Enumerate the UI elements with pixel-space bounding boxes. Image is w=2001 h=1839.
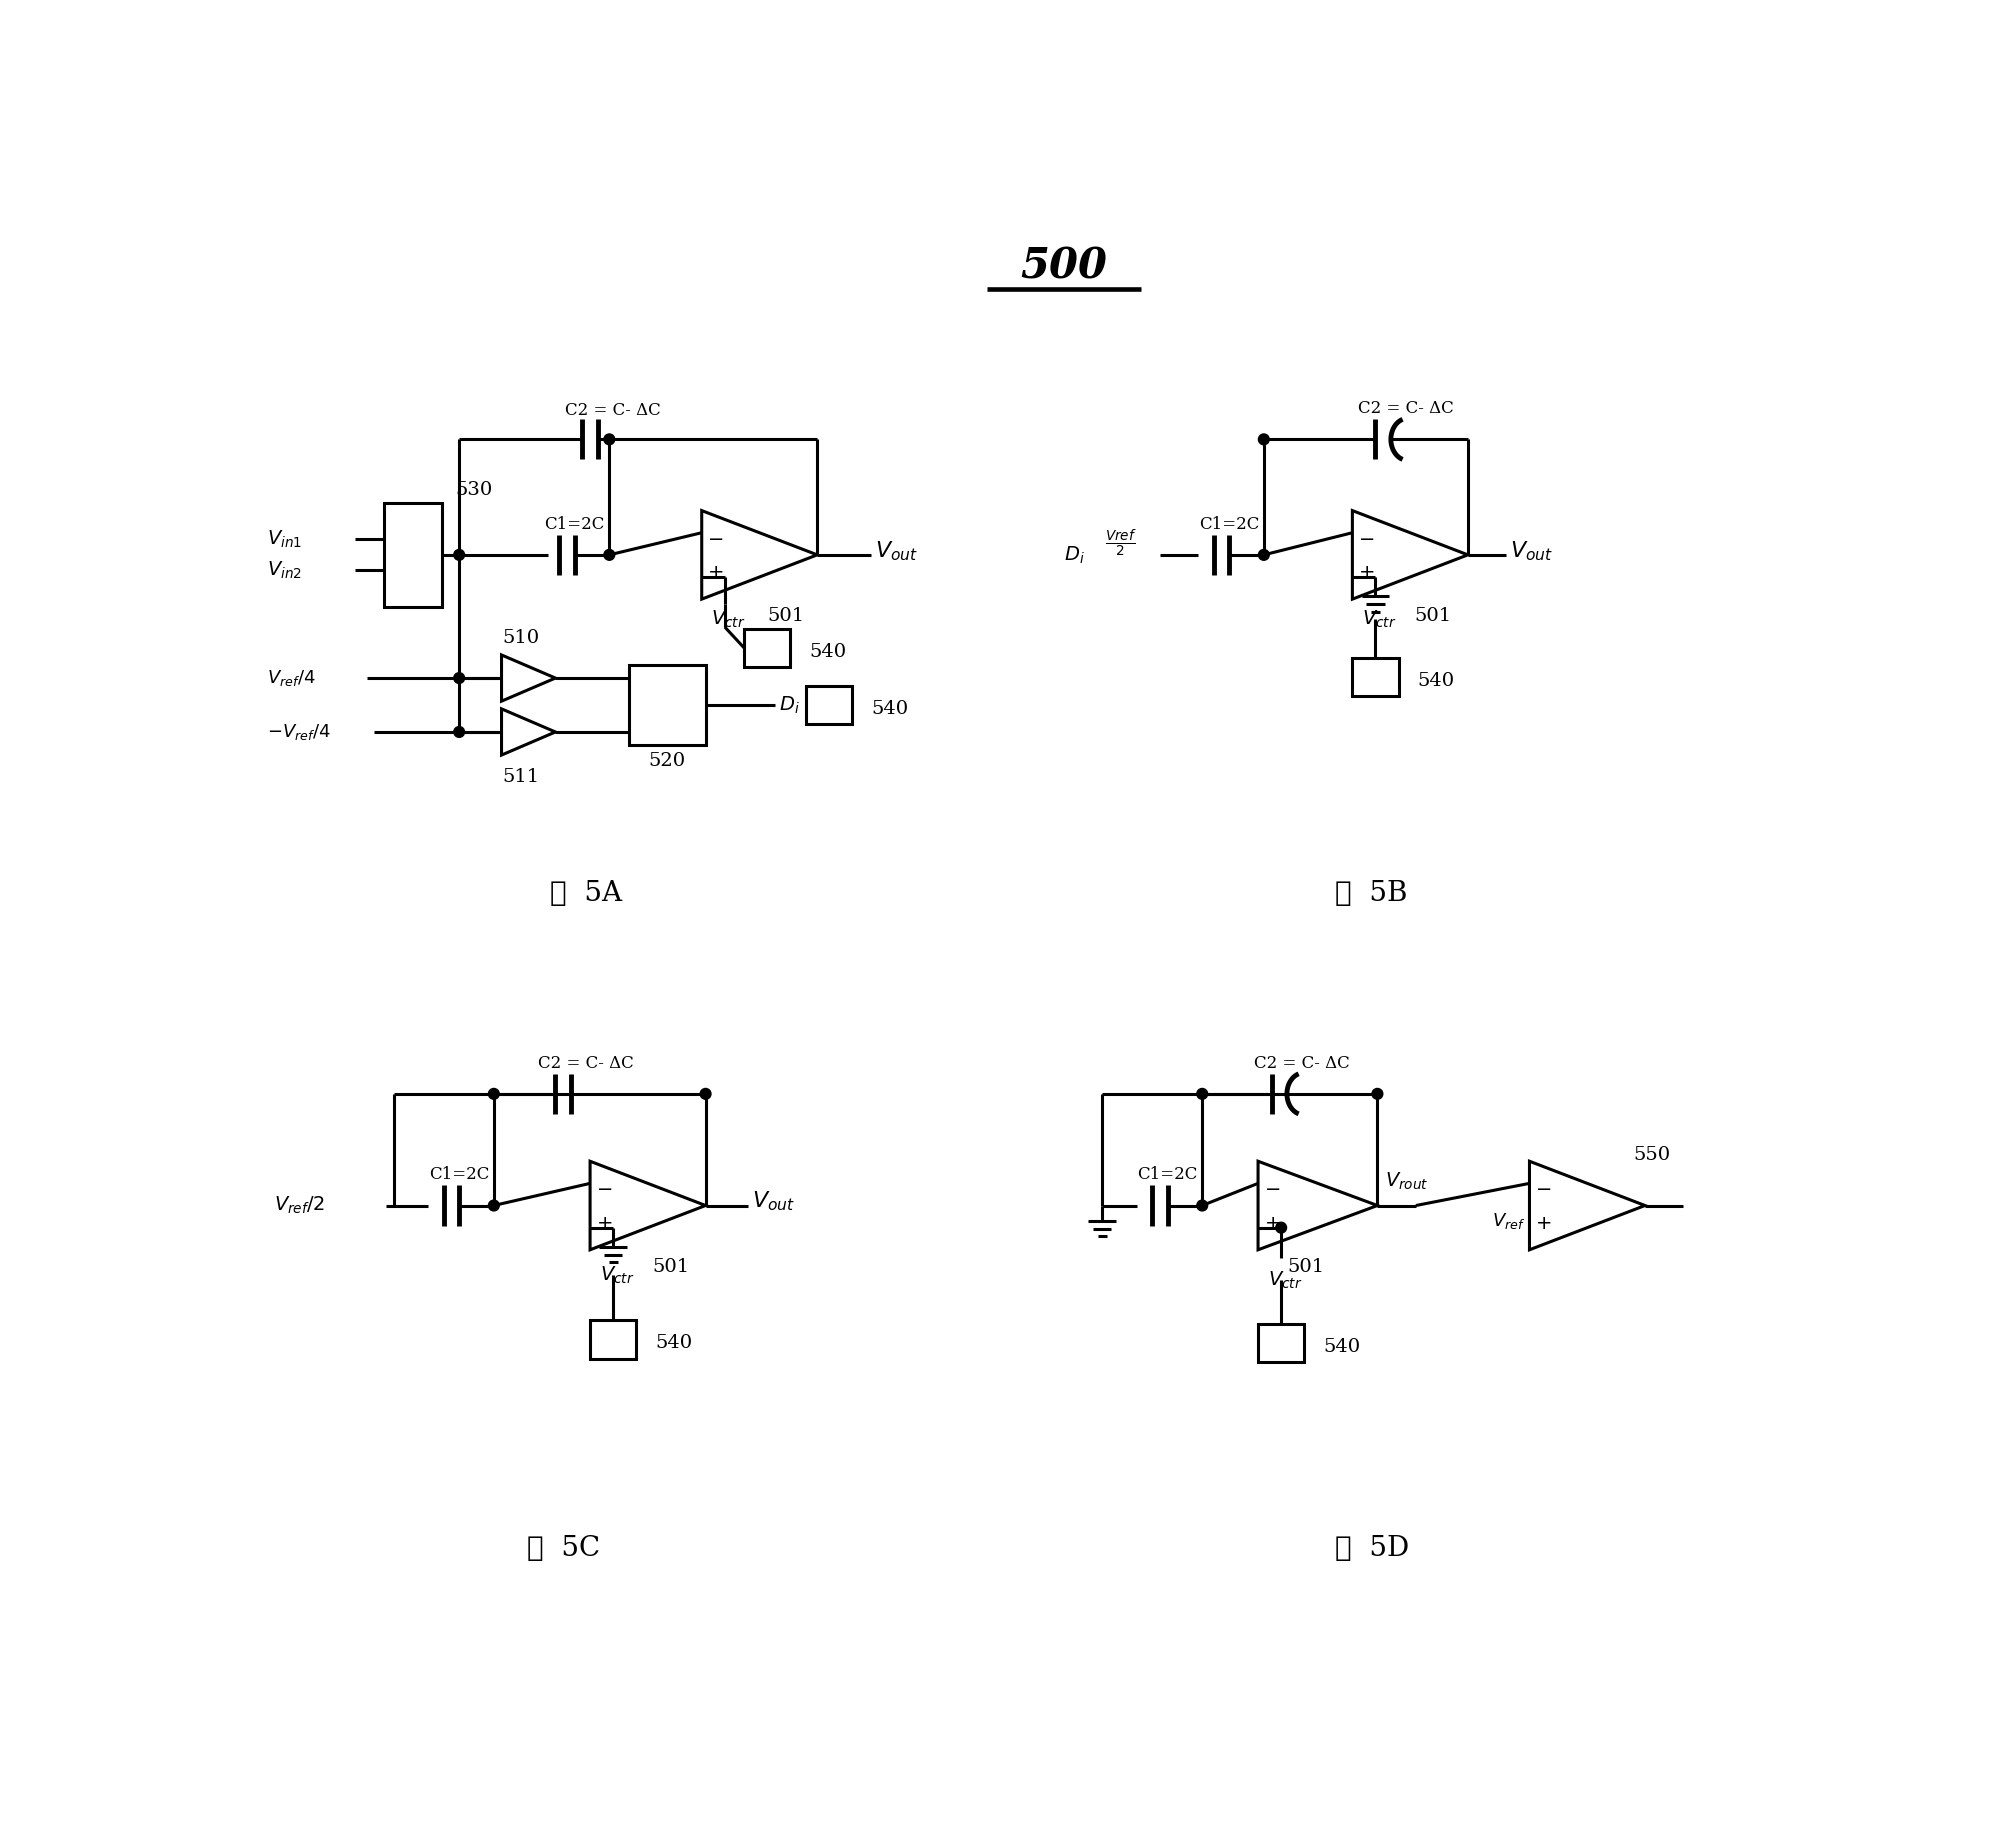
- Text: $V_{ctr}$: $V_{ctr}$: [1363, 609, 1397, 631]
- Text: $V_{ref}/4$: $V_{ref}/4$: [266, 668, 316, 688]
- Bar: [744, 629, 790, 668]
- Text: 501: 501: [768, 607, 804, 625]
- Text: $V_{out}$: $V_{out}$: [752, 1190, 794, 1214]
- Text: $V_{ref}/2$: $V_{ref}/2$: [274, 1195, 326, 1216]
- Bar: [590, 1320, 636, 1359]
- Text: $D_i$: $D_i$: [778, 695, 800, 715]
- Circle shape: [1373, 1089, 1383, 1100]
- Circle shape: [700, 1089, 710, 1100]
- Text: 500: 500: [1021, 245, 1107, 287]
- Text: $-V_{ref}/4$: $-V_{ref}/4$: [266, 723, 330, 741]
- Text: $-$: $-$: [708, 528, 724, 546]
- Text: $+$: $+$: [708, 563, 724, 583]
- Text: 520: 520: [648, 752, 686, 771]
- Text: $V_{in2}$: $V_{in2}$: [266, 559, 302, 581]
- Text: C1=2C: C1=2C: [544, 515, 604, 533]
- Text: C2 = C- ΔC: C2 = C- ΔC: [566, 401, 660, 419]
- Text: $+$: $+$: [1265, 1214, 1281, 1232]
- Text: $+$: $+$: [596, 1214, 612, 1232]
- Text: 501: 501: [1415, 607, 1453, 625]
- Text: 540: 540: [1323, 1339, 1361, 1355]
- Text: $V_{out}$: $V_{out}$: [1511, 539, 1553, 563]
- Circle shape: [1197, 1201, 1209, 1210]
- Circle shape: [604, 550, 614, 561]
- Bar: [806, 686, 852, 725]
- Text: C1=2C: C1=2C: [1199, 515, 1259, 533]
- Text: $V_{ctr}$: $V_{ctr}$: [1269, 1269, 1303, 1291]
- Text: 540: 540: [870, 701, 908, 717]
- Text: $+$: $+$: [1359, 563, 1375, 583]
- Bar: [1259, 1324, 1305, 1363]
- Text: $V_{out}$: $V_{out}$: [874, 539, 918, 563]
- Text: C2 = C- ΔC: C2 = C- ΔC: [1359, 401, 1455, 417]
- Text: $\frac{Vref}{2}$: $\frac{Vref}{2}$: [1105, 528, 1137, 559]
- Text: $+$: $+$: [1535, 1214, 1551, 1232]
- Text: 501: 501: [1287, 1258, 1325, 1276]
- Text: $V_{ctr}$: $V_{ctr}$: [600, 1265, 634, 1285]
- Text: 510: 510: [502, 629, 540, 647]
- Circle shape: [454, 726, 464, 737]
- Circle shape: [1197, 1089, 1209, 1100]
- Text: $V_{ctr}$: $V_{ctr}$: [712, 609, 746, 631]
- Circle shape: [488, 1089, 498, 1100]
- Text: $-$: $-$: [1535, 1179, 1551, 1197]
- Text: $-$: $-$: [596, 1179, 612, 1197]
- Text: 图  5B: 图 5B: [1335, 881, 1409, 907]
- Text: C1=2C: C1=2C: [1137, 1166, 1199, 1182]
- Circle shape: [454, 673, 464, 684]
- Text: C2 = C- ΔC: C2 = C- ΔC: [538, 1054, 634, 1072]
- Circle shape: [488, 1201, 498, 1210]
- Text: $-$: $-$: [1265, 1179, 1281, 1197]
- Text: 540: 540: [810, 642, 846, 660]
- Text: $D_i$: $D_i$: [1065, 544, 1085, 566]
- Text: 530: 530: [456, 482, 492, 498]
- Text: 540: 540: [1419, 671, 1455, 690]
- Text: $-$: $-$: [1359, 528, 1375, 546]
- Bar: [628, 664, 706, 745]
- Text: 图  5D: 图 5D: [1335, 1536, 1409, 1561]
- Text: $V_{rout}$: $V_{rout}$: [1385, 1170, 1429, 1192]
- Text: 550: 550: [1633, 1146, 1671, 1164]
- Text: 511: 511: [502, 767, 540, 785]
- Text: 501: 501: [652, 1258, 690, 1276]
- Text: $V_{ref}$: $V_{ref}$: [1493, 1212, 1525, 1232]
- Bar: [384, 502, 442, 607]
- Circle shape: [1259, 434, 1269, 445]
- Circle shape: [604, 434, 614, 445]
- Text: 图  5C: 图 5C: [526, 1536, 600, 1561]
- Text: C1=2C: C1=2C: [428, 1166, 490, 1182]
- Circle shape: [454, 550, 464, 561]
- Text: $V_{in1}$: $V_{in1}$: [266, 530, 302, 550]
- Bar: [1353, 658, 1399, 697]
- Text: 540: 540: [656, 1333, 692, 1352]
- Circle shape: [1277, 1223, 1287, 1232]
- Circle shape: [1259, 550, 1269, 561]
- Text: C2 = C- ΔC: C2 = C- ΔC: [1255, 1054, 1351, 1072]
- Text: 图  5A: 图 5A: [550, 881, 622, 907]
